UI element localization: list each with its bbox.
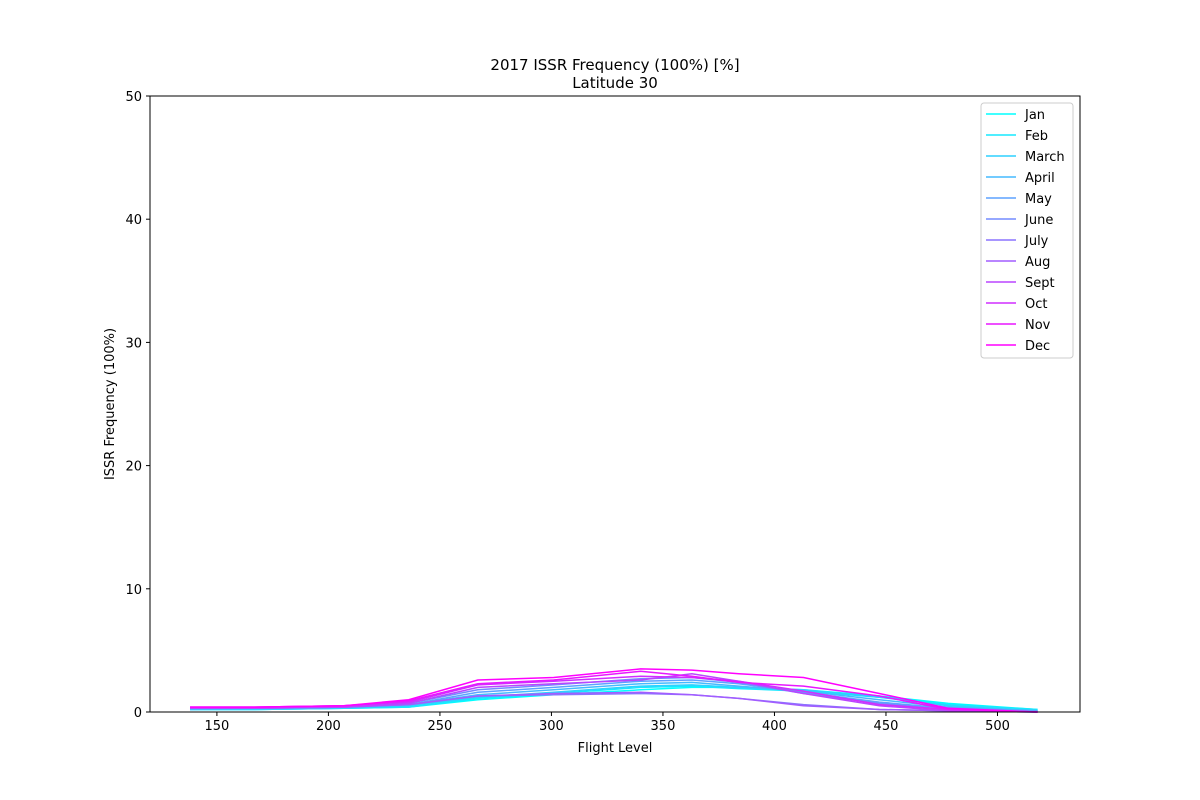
legend-label-dec: Dec [1025,339,1050,354]
legend-label-nov: Nov [1025,318,1051,333]
legend-label-jan: Jan [1024,108,1045,123]
y-tick-label: 50 [125,90,142,105]
legend-label-aug: Aug [1025,255,1050,270]
x-tick-label: 150 [204,719,229,734]
legend-label-april: April [1025,171,1055,186]
x-tick-label: 250 [428,719,453,734]
legend-label-july: July [1024,234,1049,249]
x-tick-label: 400 [762,719,787,734]
y-axis-label: ISSR Frequency (100%) [103,328,118,480]
x-axis-ticks: 150 200 250 300 350 400 450 500 [204,712,1010,734]
x-tick-label: 350 [651,719,676,734]
y-tick-label: 30 [125,336,142,351]
legend-label-may: May [1025,192,1052,207]
series-line-dec [190,668,1038,713]
legend-label-oct: Oct [1025,297,1047,312]
x-tick-label: 500 [985,719,1010,734]
chart-subtitle: Latitude 30 [572,74,658,92]
legend-label-feb: Feb [1025,129,1048,144]
y-tick-label: 10 [125,583,142,598]
x-tick-label: 300 [539,719,564,734]
y-tick-label: 20 [125,460,142,475]
chart-title: 2017 ISSR Frequency (100%) [%] [490,56,739,74]
plot-frame [149,95,1081,713]
legend: Jan Feb March April May June July Aug Sept Oct Nov… [980,102,1074,359]
legend-label-sept: Sept [1025,276,1055,291]
x-axis-label: Flight Level [578,741,653,756]
y-tick-label: 0 [134,706,142,721]
y-tick-label: 40 [125,213,142,228]
series-line-march [190,684,1038,712]
series-line-sept [190,673,1038,713]
x-tick-label: 450 [874,719,899,734]
legend-label-june: June [1024,213,1053,228]
legend-label-march: March [1025,150,1065,165]
y-axis-ticks: 0 10 20 30 40 50 [125,90,150,721]
legend-box [980,102,1074,359]
x-tick-label: 200 [316,719,341,734]
plot-area [190,668,1038,713]
